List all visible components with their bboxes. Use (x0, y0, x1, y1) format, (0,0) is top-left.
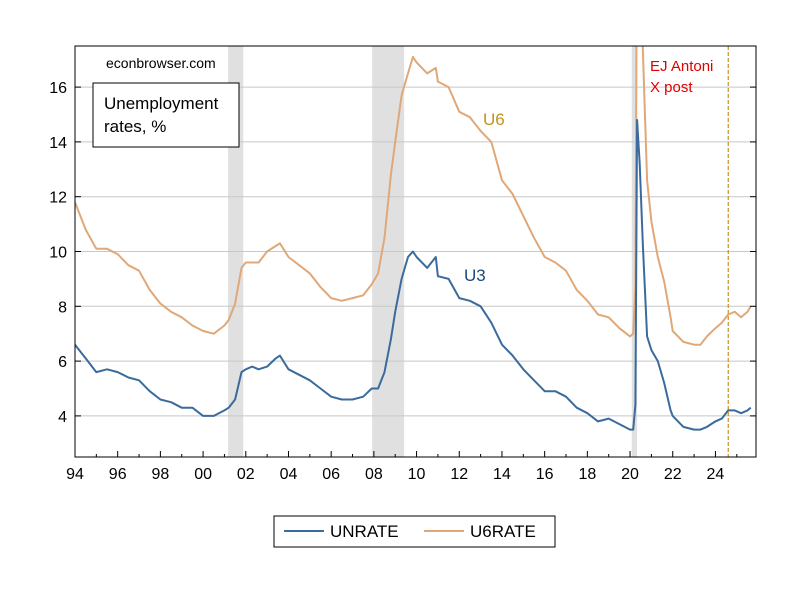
x-tick-label-2012: 12 (450, 466, 468, 483)
x-tick-label-2016: 16 (536, 466, 554, 483)
x-tick-label-2010: 10 (408, 466, 426, 483)
y-tick-label-16: 16 (49, 80, 67, 97)
x-tick-label-1998: 98 (151, 466, 169, 483)
x-tick-label-1996: 96 (109, 466, 127, 483)
y-tick-label-12: 12 (49, 190, 67, 207)
y-tick-label-14: 14 (49, 135, 67, 152)
y-tick-label-6: 6 (58, 354, 67, 371)
x-tick-label-2024: 24 (707, 466, 725, 483)
x-tick-label-2018: 18 (578, 466, 596, 483)
u3-series-label: U3 (464, 266, 486, 285)
x-tick-label-2006: 06 (322, 466, 340, 483)
x-tick-label-2002: 02 (237, 466, 255, 483)
series-line-u6rate (75, 46, 752, 346)
u6-series-label: U6 (483, 110, 505, 129)
x-tick-label-1994: 94 (66, 466, 84, 483)
y-tick-label-8: 8 (58, 299, 67, 316)
legend: UNRATE U6RATE (273, 515, 556, 548)
y-tick-label-4: 4 (58, 409, 67, 426)
x-tick-label-2014: 14 (493, 466, 511, 483)
legend-label-u6rate: U6RATE (470, 522, 536, 541)
x-tick-label-2004: 04 (280, 466, 298, 483)
y-axis-ticks: 4 6 8 10 12 14 16 (49, 80, 756, 426)
x-tick-label-2020: 20 (621, 466, 639, 483)
annotation-line-2: X post (650, 79, 693, 96)
source-label: econbrowser.com (106, 55, 216, 71)
series-lines (75, 46, 752, 431)
box-title-line-2: rates, % (104, 117, 166, 136)
y-tick-label-10: 10 (49, 245, 67, 262)
box-title: Unemployment rates, % (92, 82, 240, 148)
x-axis-ticks: 94 96 98 00 02 04 06 08 10 12 14 16 18 20 22 24 (66, 451, 738, 483)
x-tick-label-2022: 22 (664, 466, 682, 483)
series-line-unrate (75, 119, 752, 431)
box-title-line-1: Unemployment (104, 94, 219, 113)
x-tick-label-2008: 08 (365, 466, 383, 483)
x-tick-label-2000: 00 (194, 466, 212, 483)
legend-label-unrate: UNRATE (330, 522, 399, 541)
annotation-line-1: EJ Antoni (650, 58, 713, 75)
